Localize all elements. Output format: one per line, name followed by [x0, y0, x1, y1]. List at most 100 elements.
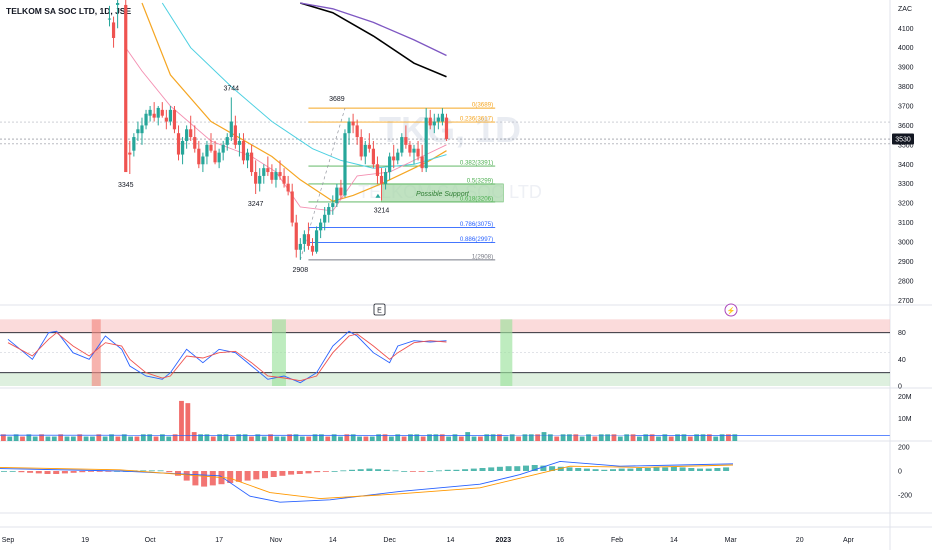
volume-bar: [109, 434, 114, 441]
candle-body: [335, 187, 339, 204]
fib-label: 0.618(3206): [460, 195, 493, 202]
price-tick: 3500: [898, 142, 914, 149]
volume-bar: [45, 436, 51, 441]
macd-line: [0, 460, 734, 503]
candle-body: [371, 148, 375, 165]
volume-bar: [719, 434, 725, 441]
macd-histogram-bar: [340, 470, 347, 472]
volume-bar: [350, 434, 356, 441]
candle-body: [254, 172, 258, 184]
candle-body: [383, 172, 388, 184]
volume-bar: [522, 434, 528, 441]
macd-histogram-bar: [479, 468, 486, 471]
macd-histogram-bar: [322, 471, 329, 472]
macd-histogram-bar: [27, 471, 34, 473]
volume-bar: [249, 436, 254, 441]
macd-histogram-bar: [427, 471, 434, 472]
volume-bar: [726, 434, 731, 441]
volume-bar: [452, 434, 458, 441]
volume-bar: [102, 436, 108, 441]
volume-bar: [179, 400, 184, 441]
volume-bar: [433, 434, 439, 441]
candle-body: [355, 125, 359, 138]
price-tick: 3800: [898, 84, 914, 91]
volume-bar: [605, 434, 610, 441]
candle-body: [396, 152, 400, 161]
price-tick: 3100: [898, 220, 914, 227]
macd-histogram-bar: [636, 468, 643, 471]
volume-bar: [414, 434, 420, 441]
volume-bar: [280, 436, 286, 441]
macd-histogram-bar: [444, 469, 451, 471]
price-tick: 2900: [898, 259, 914, 266]
fib-label: 0.382(3391): [460, 160, 493, 167]
macd-histogram-bar: [148, 470, 155, 472]
candle-body: [197, 148, 201, 165]
volume-bar: [420, 436, 426, 441]
candle-body: [306, 234, 311, 246]
volume-bar: [458, 436, 464, 441]
candle-body: [290, 191, 294, 223]
candle-body: [420, 156, 424, 169]
macd-histogram-bar: [288, 471, 295, 475]
candle-body: [209, 144, 213, 151]
volume-bar: [662, 434, 668, 441]
dividend-label: ⚡: [727, 306, 736, 315]
candle-body: [221, 144, 225, 153]
macd-histogram-bar: [279, 471, 286, 476]
volume-tick: 10M: [898, 416, 912, 423]
volume-bar: [554, 436, 560, 441]
volume-bar: [140, 434, 146, 441]
candle-body: [128, 152, 132, 155]
time-tick: 19: [81, 537, 89, 544]
volume-tick: 20M: [898, 394, 912, 401]
macd-histogram-bar: [375, 469, 382, 471]
macd-histogram-bar: [35, 471, 42, 474]
macd-histogram-bar: [653, 467, 660, 471]
volume-bar: [376, 434, 382, 441]
time-tick: 2023: [496, 537, 512, 544]
macd-histogram-bar: [349, 469, 355, 471]
volume-bar: [592, 436, 598, 441]
macd-histogram-bar: [357, 469, 364, 471]
volume-bar: [567, 434, 572, 441]
candle-body: [258, 175, 262, 184]
volume-bar: [382, 434, 388, 441]
time-tick: Mar: [725, 537, 738, 544]
volume-bar: [357, 436, 362, 441]
price-annotation: 3744: [224, 85, 240, 92]
stoch-k-line: [7, 330, 447, 384]
macd-histogram-bar: [583, 468, 590, 471]
volume-bar: [490, 434, 496, 441]
macd-histogram-bar: [157, 470, 164, 472]
price-tick: 3400: [898, 162, 914, 169]
candle-body: [351, 121, 355, 126]
stoch-tick: 80: [898, 330, 906, 337]
macd-tick: 200: [898, 445, 910, 452]
price-tick: 4100: [898, 26, 914, 33]
stoch-highlight: [271, 319, 286, 386]
volume-bar: [20, 436, 25, 441]
volume-bar: [579, 436, 585, 441]
ma_orange-line: [141, 2, 447, 202]
candle-body: [213, 150, 217, 163]
candle-body: [343, 133, 347, 196]
price-tick: 2700: [898, 298, 914, 305]
volume-bar: [732, 434, 738, 441]
macd-histogram-bar: [549, 466, 556, 471]
candle-body: [132, 137, 136, 151]
fib-label: 1(2908): [472, 253, 493, 260]
volume-bar: [70, 436, 76, 441]
volume-bar: [484, 434, 490, 441]
macd-histogram-bar: [331, 471, 338, 472]
candle-body: [274, 172, 278, 180]
volume-bar: [675, 434, 680, 441]
volume-bar: [624, 434, 630, 441]
price-annotation: 2908: [293, 267, 309, 274]
volume-bar: [7, 436, 13, 441]
macd-histogram-bar: [61, 471, 68, 474]
macd-histogram-bar: [192, 471, 199, 486]
volume-bar: [160, 434, 165, 441]
macd-histogram-bar: [401, 471, 408, 472]
